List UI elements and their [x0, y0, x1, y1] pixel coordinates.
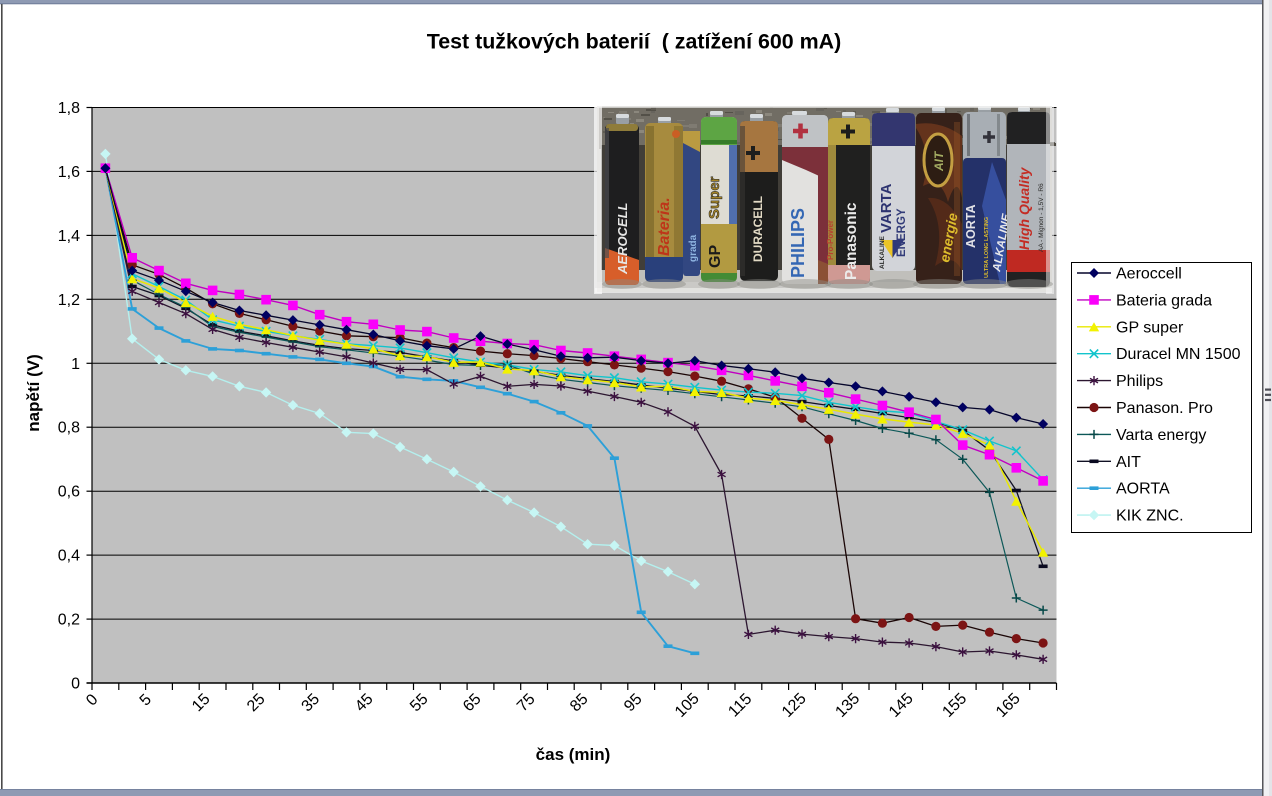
svg-text:1: 1 [71, 356, 80, 373]
svg-text:PHILIPS: PHILIPS [788, 208, 808, 278]
svg-text:GP: GP [707, 245, 724, 268]
svg-text:0: 0 [71, 676, 80, 693]
svg-text:VARTA: VARTA [878, 183, 895, 233]
svg-text:1,6: 1,6 [58, 164, 80, 181]
svg-text:0,8: 0,8 [58, 420, 80, 437]
svg-text:Bateria grada: Bateria grada [1116, 292, 1212, 309]
svg-text:0,6: 0,6 [58, 484, 80, 501]
svg-text:AIT: AIT [1116, 454, 1141, 471]
svg-text:1,8: 1,8 [58, 100, 80, 117]
svg-text:AORTA: AORTA [1116, 481, 1170, 498]
svg-text:AORTA: AORTA [964, 204, 978, 248]
svg-text:Philips: Philips [1116, 373, 1163, 390]
svg-text:Pro-Power: Pro-Power [826, 220, 835, 260]
svg-text:čas (min): čas (min) [536, 745, 611, 764]
svg-text:ENERGY: ENERGY [896, 208, 908, 257]
svg-text:High Quality: High Quality [1016, 166, 1032, 250]
svg-text:grada: grada [688, 234, 699, 262]
svg-text:Varta energy: Varta energy [1116, 427, 1206, 444]
svg-text:Super: Super [706, 176, 723, 219]
svg-text:Panasonic: Panasonic [843, 202, 860, 280]
svg-text:AIT: AIT [932, 150, 946, 172]
svg-text:Test tužkových baterií ( zatí: Test tužkových baterií ( zatížení 600 mA… [427, 30, 841, 54]
svg-text:Duracel MN 1500: Duracel MN 1500 [1116, 346, 1241, 363]
svg-text:AA - Mignon - 1,5V - R6: AA - Mignon - 1,5V - R6 [1038, 183, 1045, 252]
svg-text:Panason. Pro: Panason. Pro [1116, 400, 1213, 417]
svg-text:AEROCELL: AEROCELL [615, 202, 630, 275]
svg-text:0,2: 0,2 [58, 612, 80, 629]
svg-text:DURACELL: DURACELL [751, 196, 765, 262]
svg-text:GP super: GP super [1116, 319, 1184, 336]
svg-text:Bateria.: Bateria. [656, 197, 673, 256]
svg-text:KIK ZNC.: KIK ZNC. [1116, 508, 1184, 525]
svg-text:napětí (V): napětí (V) [24, 354, 43, 431]
svg-text:0,4: 0,4 [58, 548, 80, 565]
svg-text:1,4: 1,4 [58, 228, 80, 245]
svg-text:1,2: 1,2 [58, 292, 80, 309]
svg-text:Aeroccell: Aeroccell [1116, 266, 1182, 283]
svg-text:ALKALINE: ALKALINE [879, 235, 886, 269]
svg-text:ULTRA LONG LASTING: ULTRA LONG LASTING [984, 217, 990, 278]
